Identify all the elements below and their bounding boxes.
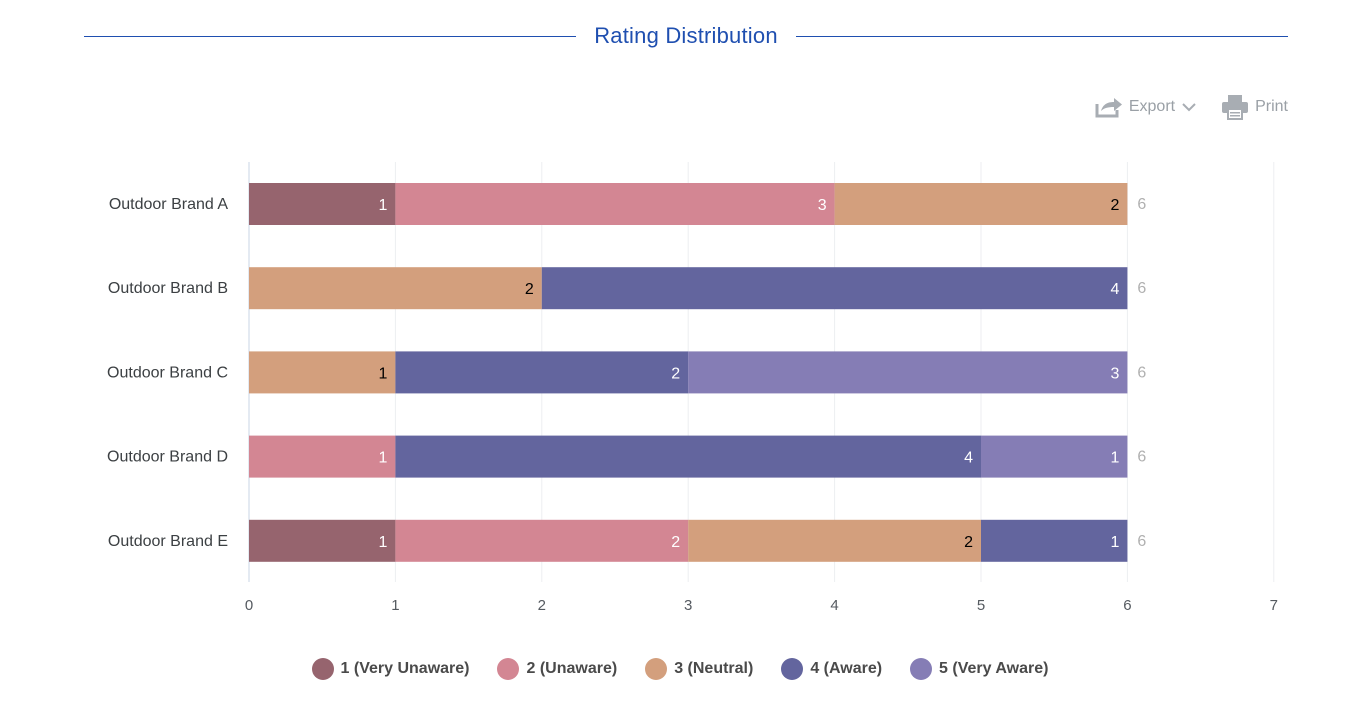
x-tick-label: 7	[1270, 597, 1278, 614]
legend-label: 1 (Very Unaware)	[340, 660, 470, 677]
bar-value-label: 2	[964, 534, 973, 551]
legend-item[interactable]: 3 (Neutral)	[645, 658, 753, 680]
x-tick-label: 1	[391, 597, 399, 614]
legend-swatch	[645, 658, 668, 680]
category-label: Outdoor Brand B	[108, 280, 228, 297]
bar-segment	[249, 519, 396, 562]
bar-total-label: 6	[1137, 449, 1146, 466]
category-label: Outdoor Brand A	[109, 196, 229, 213]
legend-item[interactable]: 4 (Aware)	[781, 658, 882, 680]
bar-segment	[395, 519, 689, 562]
legend-swatch	[311, 658, 334, 680]
category-label: Outdoor Brand C	[107, 364, 228, 381]
printer-icon	[1221, 94, 1249, 120]
category-label: Outdoor Brand E	[108, 533, 228, 550]
x-tick-label: 3	[684, 597, 692, 614]
share-arrow-icon	[1095, 96, 1123, 118]
legend-item[interactable]: 5 (Very Aware)	[910, 658, 1048, 680]
chart-title-row: Rating Distribution	[84, 18, 1288, 54]
bar-value-label: 1	[1110, 450, 1119, 467]
bar-segment	[981, 519, 1128, 562]
legend-swatch	[497, 658, 520, 680]
bar-segment	[834, 183, 1128, 225]
x-tick-label: 2	[538, 597, 546, 614]
legend-label: 2 (Unaware)	[526, 660, 618, 677]
x-tick-label: 6	[1123, 597, 1131, 614]
bar-segment	[981, 435, 1128, 478]
bar-total-label: 6	[1137, 196, 1146, 213]
bar-value-label: 1	[1110, 534, 1119, 551]
bar-value-label: 1	[378, 197, 387, 214]
chevron-down-icon	[1181, 102, 1197, 112]
bar-value-label: 4	[1110, 281, 1119, 298]
chart-legend: 1 (Very Unaware) 2 (Unaware) 3 (Neutral) 4 …	[0, 658, 1360, 680]
title-divider-left	[84, 35, 577, 37]
bar-value-label: 2	[671, 534, 680, 551]
bar-segment	[249, 267, 542, 310]
bar-segment	[395, 351, 689, 394]
bar-value-label: 1	[378, 450, 387, 467]
export-button[interactable]: Export	[1095, 96, 1197, 118]
export-label: Export	[1128, 98, 1176, 115]
category-label: Outdoor Brand D	[107, 449, 228, 466]
legend-swatch	[910, 658, 933, 680]
legend-label: 5 (Very Aware)	[939, 660, 1049, 677]
bar-value-label: 2	[525, 281, 534, 298]
bar-value-label: 1	[378, 365, 387, 382]
bar-value-label: 1	[378, 534, 387, 551]
chart-title: Rating Distribution	[594, 23, 778, 48]
bar-segment	[249, 435, 396, 478]
bar-total-label: 6	[1137, 364, 1146, 381]
legend-item[interactable]: 2 (Unaware)	[497, 658, 617, 680]
bar-segment	[395, 183, 835, 225]
x-tick-label: 0	[245, 597, 253, 614]
bar-segment	[541, 267, 1128, 310]
bar-value-label: 3	[1110, 365, 1119, 382]
bar-value-label: 3	[818, 197, 827, 214]
bar-total-label: 6	[1137, 280, 1146, 297]
print-button[interactable]: Print	[1221, 94, 1288, 120]
bar-segment	[688, 351, 1128, 394]
x-tick-label: 5	[977, 597, 985, 614]
bar-value-label: 2	[671, 365, 680, 382]
title-divider-right	[795, 35, 1288, 37]
chart-toolbar: Export Print	[1095, 94, 1288, 120]
bar-segment	[395, 435, 981, 478]
x-tick-label: 4	[830, 597, 838, 614]
legend-label: 3 (Neutral)	[674, 660, 754, 677]
legend-swatch	[781, 658, 804, 680]
legend-item[interactable]: 1 (Very Unaware)	[311, 658, 470, 680]
bar-value-label: 4	[964, 450, 973, 467]
bar-segment	[249, 183, 396, 225]
bar-value-label: 2	[1110, 197, 1119, 214]
legend-label: 4 (Aware)	[810, 660, 883, 677]
bar-segment	[249, 351, 396, 394]
print-label: Print	[1255, 98, 1288, 115]
bar-segment	[688, 519, 981, 562]
bar-total-label: 6	[1137, 533, 1146, 550]
